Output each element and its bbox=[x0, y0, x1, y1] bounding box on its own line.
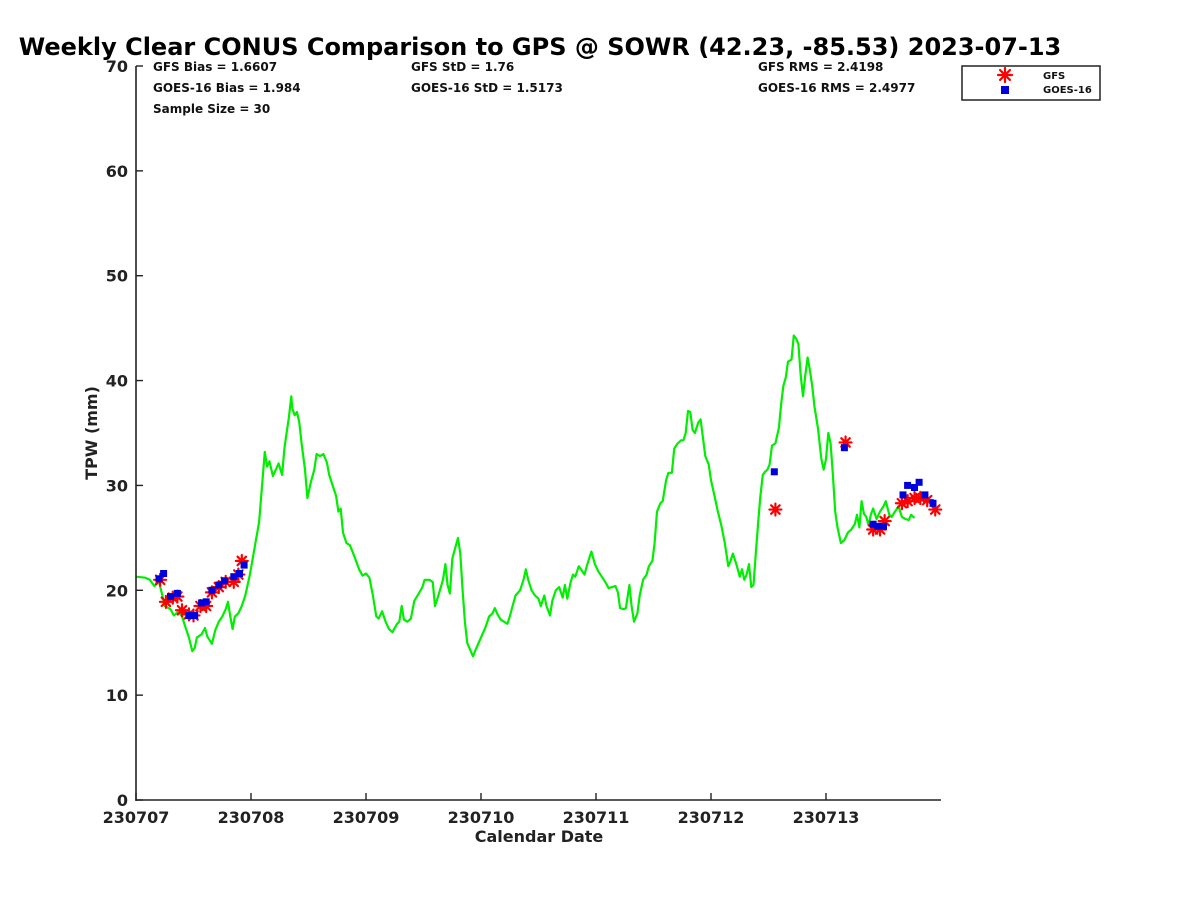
axes: 0 10 20 30 40 50 60 70 230707 230708 230709 230710 2… bbox=[103, 57, 941, 827]
gfs-point bbox=[768, 502, 783, 517]
goes-point bbox=[185, 612, 193, 619]
x-tick-label: 230713 bbox=[793, 808, 860, 827]
x-tick-label: 230710 bbox=[448, 808, 515, 827]
y-tick-label: 50 bbox=[106, 267, 128, 286]
goes-point bbox=[899, 491, 907, 499]
goes-point bbox=[230, 573, 238, 581]
y-axis-label: TPW (mm) bbox=[82, 386, 101, 480]
goes-point bbox=[904, 481, 912, 489]
goes-point bbox=[840, 444, 848, 452]
goes-point bbox=[155, 575, 163, 583]
goes-point bbox=[921, 491, 929, 499]
goes-point bbox=[236, 570, 243, 577]
legend-goes-label: GOES-16 bbox=[1043, 85, 1092, 96]
gps-tpw-line bbox=[135, 334, 916, 658]
x-tick-label: 230709 bbox=[333, 808, 400, 827]
y-tick-label: 40 bbox=[106, 372, 128, 391]
y-tick-label: 30 bbox=[106, 476, 128, 495]
goes-point bbox=[915, 478, 923, 486]
sample-size-stat: Sample Size = 30 bbox=[153, 102, 270, 116]
legend-gfs-asterisk bbox=[996, 66, 1014, 84]
x-tick-label: 230712 bbox=[678, 808, 745, 827]
goes-point bbox=[167, 593, 174, 601]
goes-point bbox=[198, 599, 206, 607]
goes-point bbox=[869, 520, 877, 528]
x-axis-label: Calendar Date bbox=[475, 827, 604, 846]
x-tick-label: 230707 bbox=[103, 808, 170, 827]
statistics-block: GFS Bias = 1.6607 GOES-16 Bias = 1.984 S… bbox=[153, 60, 915, 116]
x-tick-label: 230711 bbox=[563, 808, 630, 827]
y-tick-label: 20 bbox=[106, 581, 128, 600]
goes-point bbox=[208, 586, 216, 594]
goes-bias-stat: GOES-16 Bias = 1.984 bbox=[153, 81, 301, 95]
goes-point bbox=[191, 612, 199, 619]
goes-point bbox=[221, 577, 229, 585]
legend-gfs-marker bbox=[996, 66, 1014, 84]
plot-area bbox=[135, 334, 943, 658]
goes-point bbox=[202, 598, 210, 606]
goes-point bbox=[911, 484, 918, 491]
goes-point bbox=[929, 499, 937, 507]
legend-box bbox=[961, 65, 1101, 101]
goes-point bbox=[173, 589, 181, 597]
goes-point bbox=[240, 561, 248, 569]
y-tick-label: 60 bbox=[106, 162, 128, 181]
x-tick-label: 230708 bbox=[218, 808, 285, 827]
legend-gfs-label: GFS bbox=[1043, 71, 1065, 82]
goes-point bbox=[880, 522, 887, 530]
goes-point bbox=[160, 570, 168, 577]
legend-goes-marker bbox=[1001, 86, 1009, 94]
goes-point bbox=[874, 522, 882, 530]
goes-point bbox=[770, 468, 778, 476]
gfs-std-stat: GFS StD = 1.76 bbox=[411, 60, 514, 74]
y-tick-label: 0 bbox=[117, 791, 128, 810]
legend: GFS GOES-16 bbox=[961, 65, 1101, 101]
y-tick-label: 70 bbox=[106, 57, 128, 76]
gfs-bias-stat: GFS Bias = 1.6607 bbox=[153, 60, 277, 74]
chart-title: Weekly Clear CONUS Comparison to GPS @ S… bbox=[19, 33, 1062, 61]
y-tick-label: 10 bbox=[106, 686, 128, 705]
gfs-rms-stat: GFS RMS = 2.4198 bbox=[758, 60, 883, 74]
goes-std-stat: GOES-16 StD = 1.5173 bbox=[411, 81, 563, 95]
goes-point bbox=[215, 581, 223, 589]
goes-rms-stat: GOES-16 RMS = 2.4977 bbox=[758, 81, 915, 95]
